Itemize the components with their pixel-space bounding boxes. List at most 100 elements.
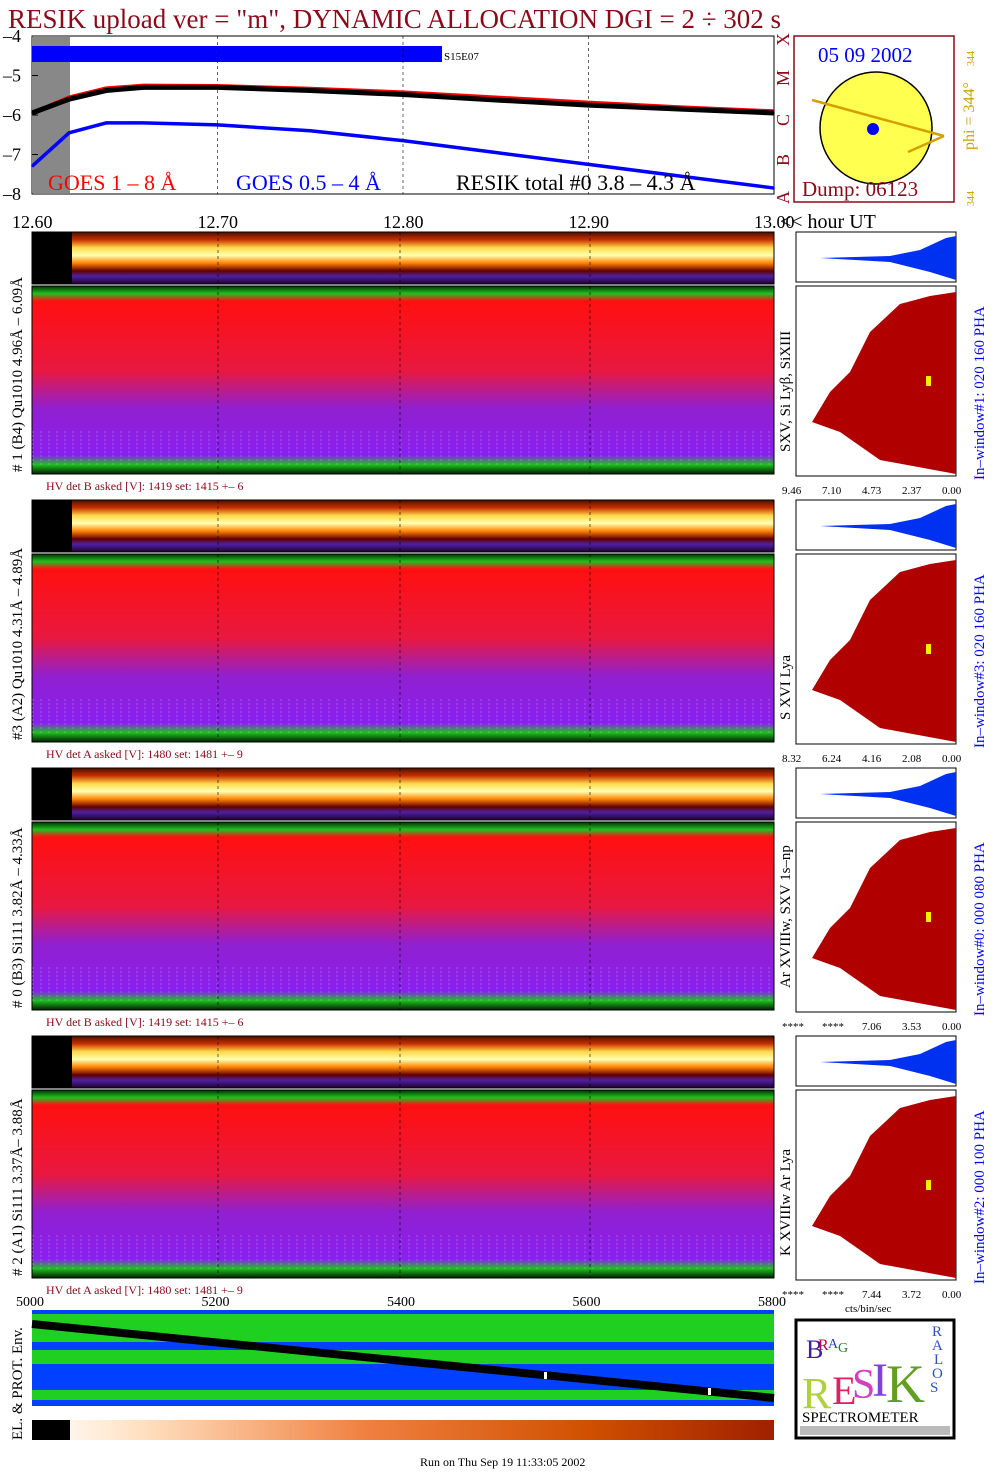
logo-letter-s: S [852,1362,875,1408]
hist-tick: **** [782,1289,804,1301]
goes-point [105,122,107,124]
goes-point [31,112,33,114]
goes-gridlines [217,36,589,194]
env-color-strip [32,1420,774,1440]
goes-point [494,99,497,101]
goes-ytick-label: –4 [2,26,21,46]
env-color-strip-gap [32,1420,70,1440]
logo-letter-o: O [932,1366,943,1382]
hist-tick: 7.06 [862,1021,882,1033]
logo-letter-s2: S [930,1380,938,1396]
goes-point [773,187,775,189]
detector-panel-2: HV det B asked [V]: 1419 set: 1415 +– 6 #… [10,767,988,1033]
data-gap-shade [32,37,70,193]
strip-gap [32,232,72,284]
goes-ytick-label: –7 [2,145,21,165]
goes-point [309,130,312,132]
class-b: B [773,154,793,166]
footer-run-info: Run on Thu Sep 19 11:33:05 2002 [420,1455,585,1469]
logo-letter-r3: R [932,1324,942,1340]
time-tick-label: 12.90 [569,212,610,232]
window-label: In–window#0: 000 080 PHA [972,842,988,1016]
logo-letter-e: E [832,1368,856,1413]
hist-tick: 4.73 [862,485,882,497]
env-marker-2 [708,1388,711,1395]
flare-position-dot [867,123,879,135]
sun-phi-small: 344 [966,51,977,66]
goes-ytick-label: –6 [2,105,21,125]
spectra-strip [31,499,775,553]
hist-tick: 2.37 [902,485,922,497]
blue-histogram [820,1040,956,1084]
logo-letter-a: A [828,1337,839,1352]
goes-point [31,165,33,168]
panel-ylabel: # 2 (A1) Si111 3.37Å– 3.88Å [10,1098,26,1276]
legend-goes-1-8: GOES 1 – 8 Å [48,170,176,195]
window-label: In–window#1: 020 160 PHA [972,306,988,480]
flare-location-bar [32,46,442,62]
panel-ylabel: # 0 (B3) Si111 3.82Å – 4.33Å [10,827,26,1008]
goes-point [309,89,312,92]
hv-readout: HV det B asked [V]: 1419 set: 1415 +– 6 [46,479,244,493]
hist-tick: **** [822,1289,844,1301]
window-marker [926,912,931,922]
hist-tick: 3.53 [902,1021,922,1033]
hist-tick: 8.32 [782,753,801,765]
logo-letter-r2: R [802,1369,832,1418]
hist-unit: cts/bin/sec [845,1303,892,1315]
hist-tick: 4.16 [862,753,882,765]
legend-goes-05-4: GOES 0.5 – 4 Å [236,170,381,195]
goes-point [142,122,145,124]
hist-tick: 0.00 [942,1289,962,1301]
hist-tick: 0.00 [942,485,962,497]
goes-ytick-label: –5 [2,66,21,86]
detector-panel-3: HV det A asked [V]: 1480 set: 1481 +– 9 #… [10,1035,988,1301]
window-marker [926,376,931,386]
line-id-label: K XVIIIw Ar Lya [778,1149,794,1256]
goes-y-axis: –8 –7 –6 –5 –4 [2,26,38,204]
logo-caption: SPECTROMETER [802,1410,919,1426]
goes-point [68,131,70,134]
goes-point [216,86,219,89]
env-marker-1 [544,1372,547,1379]
goes-point [402,139,404,142]
hist-tick: 7.10 [822,485,842,497]
goes-class-letters: X M C B A [773,33,793,204]
line-id-label: SXV, Si Lyβ, SiXIII [778,331,794,452]
panel-ylabel: #3 (A2) Qu1010 4.31Å – 4.89Å [10,548,26,740]
phi-arrow [907,134,945,154]
hist-tick: 9.46 [782,485,802,497]
logo-letter-a2: A [932,1338,943,1354]
env-axis-ticks: 5000 5200 5400 5600 5800 [16,1295,786,1310]
goes-point [68,98,70,100]
strip-gap [32,1036,72,1088]
sun-dump: Dump: 06123 [802,177,918,201]
logo-frame [794,1318,956,1440]
logo-letter-b: B [806,1335,823,1364]
pole-line [811,98,945,138]
time-unit-label: << hour UT [780,211,876,233]
strip-gap [32,768,72,820]
hist-tick: 2.08 [902,753,922,765]
red-histogram [812,828,956,1010]
time-tick-label: 12.80 [383,212,424,232]
hist-tick: **** [782,1021,804,1033]
hv-readout: HV det A asked [V]: 1480 set: 1481 +– 9 [46,747,243,761]
class-a: A [773,191,793,204]
spectrogram [31,1089,775,1279]
page-title: RESIK upload ver = "m", DYNAMIC ALLOCATI… [8,4,781,34]
goes-lightcurve-panel: S15E07 –8 –7 –6 –5 –4 GOES 1 – 8 Å GOES 0.5 … [2,26,876,233]
goes-series [30,83,775,190]
logo-letter-k: K [886,1354,925,1414]
blue-histogram [820,772,956,816]
env-tick-label: 5800 [758,1295,786,1310]
window-marker [926,1180,931,1190]
goes-point [680,108,683,110]
time-tick-label: 12.60 [12,212,53,232]
spectrogram [31,553,775,743]
time-tick-label: 12.70 [198,212,239,232]
goes-ytick-label: –8 [2,184,21,204]
panel-ylabel: # 1 (B4) Qu1010 4.96Å – 6.09Å [10,277,26,472]
hist-tick: 0.00 [942,753,962,765]
strip-gap [32,500,72,552]
